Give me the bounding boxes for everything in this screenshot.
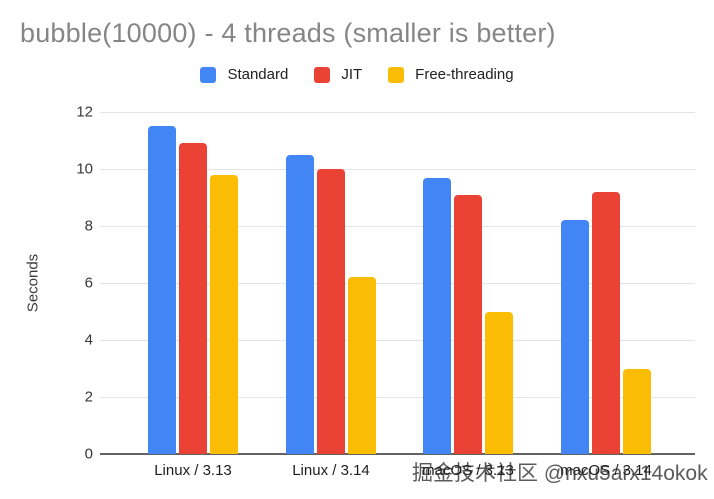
bar-group-4 xyxy=(561,112,651,454)
y-tick-label-8: 8 xyxy=(84,217,93,235)
legend-swatch-jit xyxy=(314,66,331,83)
x-tick-label-1: Linux / 3.13 xyxy=(154,462,232,479)
legend-label-jit: JIT xyxy=(341,66,363,83)
gridline-y-8 xyxy=(100,226,695,227)
legend-swatch-standard xyxy=(200,66,217,83)
bar-standard xyxy=(423,177,451,454)
y-axis-title: Seconds xyxy=(24,253,42,313)
y-tick-label-4: 4 xyxy=(84,331,93,349)
y-tick-label-0: 0 xyxy=(84,445,93,463)
bar-jit xyxy=(179,143,207,454)
bar-standard xyxy=(561,220,589,454)
legend-swatch-free-threading xyxy=(388,66,405,83)
legend-item-standard: Standard xyxy=(200,66,288,83)
legend-item-free-threading: Free-threading xyxy=(388,66,514,83)
x-tick-label-2: Linux / 3.14 xyxy=(292,462,370,479)
legend-label-free-threading: Free-threading xyxy=(415,66,514,83)
bar-group-3 xyxy=(423,112,513,454)
bar-standard xyxy=(286,154,314,454)
y-tick-label-2: 2 xyxy=(84,388,93,406)
bar-standard xyxy=(148,126,176,454)
watermark: 掘金技术社区 @nxu5arx14okok xyxy=(412,462,708,485)
gridline-y-6 xyxy=(100,283,695,284)
legend-item-jit: JIT xyxy=(314,66,362,83)
chart-title: bubble(10000) - 4 threads (smaller is be… xyxy=(20,18,556,48)
bar-free-threading xyxy=(210,174,238,454)
plot-area xyxy=(100,112,695,455)
bar-group-2 xyxy=(286,112,376,454)
bar-jit xyxy=(592,191,620,454)
gridline-y-10 xyxy=(100,169,695,170)
x-axis-line xyxy=(100,453,695,455)
legend: Standard JIT Free-threading xyxy=(0,66,714,83)
y-tick-label-12: 12 xyxy=(76,103,93,121)
bar-free-threading xyxy=(623,368,651,454)
gridline-y-12 xyxy=(100,112,695,113)
bar-free-threading xyxy=(348,277,376,454)
y-tick-label-10: 10 xyxy=(76,160,93,178)
gridline-y-2 xyxy=(100,397,695,398)
legend-label-standard: Standard xyxy=(227,66,289,83)
y-tick-label-6: 6 xyxy=(84,274,93,292)
x-tick-label-4: macOS / 3.14 xyxy=(560,462,652,479)
x-tick-label-3: macOS / 3.13 xyxy=(422,462,514,479)
gridline-y-4 xyxy=(100,340,695,341)
bar-jit xyxy=(454,194,482,454)
bar-free-threading xyxy=(485,311,513,454)
bar-jit xyxy=(317,169,345,454)
bar-group-1 xyxy=(148,112,238,454)
